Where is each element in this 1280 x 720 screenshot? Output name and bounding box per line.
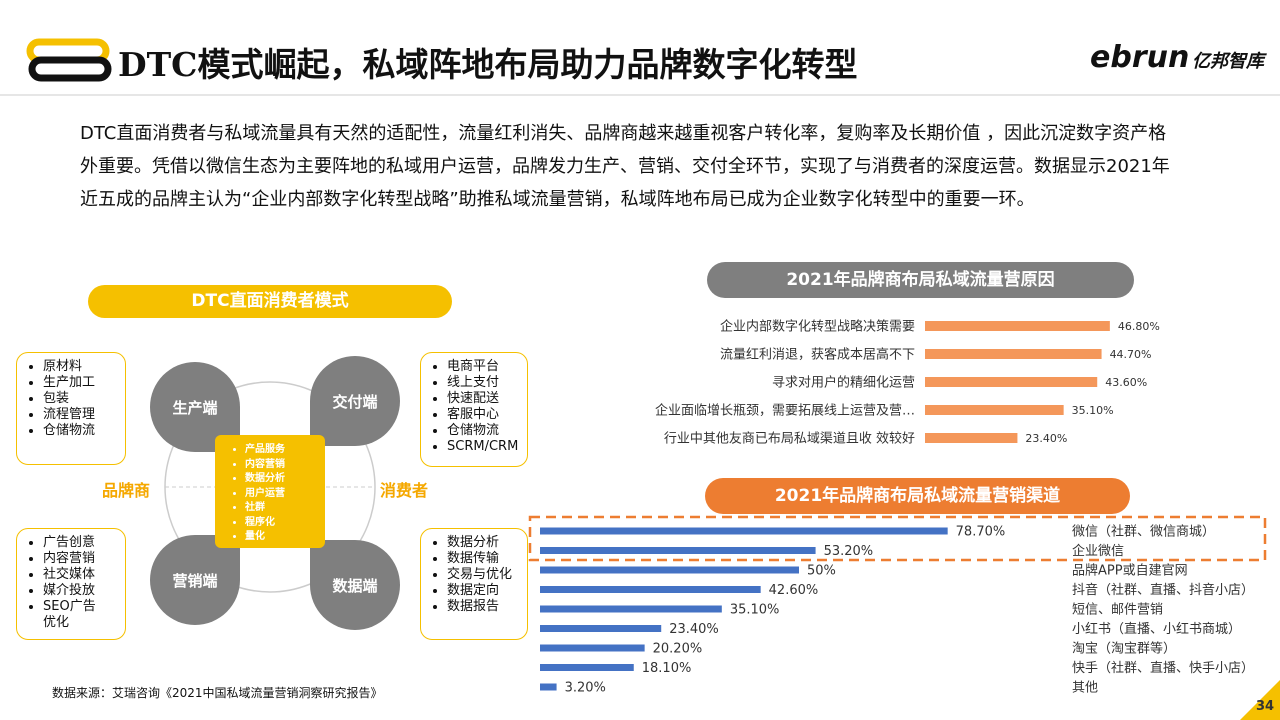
node-box: 广告创意内容营销社交媒体媒介投放SEO广告优化 <box>16 528 126 640</box>
category-label: 企业内部数字化转型战略决策需要 <box>720 319 915 335</box>
node-item: 交易与优化 <box>447 567 527 583</box>
value-label: 3.20% <box>565 681 606 696</box>
value-label: 35.10% <box>1072 404 1114 417</box>
bar <box>540 586 761 593</box>
value-label: 18.10% <box>642 661 692 676</box>
node-item: 内容营销 <box>43 551 101 567</box>
node: 数据端 <box>310 540 400 630</box>
diagram-title: DTC直面消费者模式 <box>88 285 452 318</box>
node-item: 数据报告 <box>447 599 527 615</box>
chart-title: 2021年品牌商布局私域流量营销渠道 <box>705 478 1130 514</box>
node-item: 媒介投放 <box>43 583 101 599</box>
logo-sub: 亿邦智库 <box>1192 51 1264 72</box>
center-item: 用户运营 <box>245 487 325 502</box>
node-list: 电商平台线上支付快速配送客服中心仓储物流SCRM/CRM <box>421 359 527 455</box>
bar <box>925 377 1098 387</box>
node-item: 客服中心 <box>447 407 527 423</box>
intro-line: 外重要。凭借以微信生态为主要阵地的私域用户运营，品牌发力生产、营销、交付全环节，… <box>80 156 1170 177</box>
center-item: 量化 <box>245 530 325 545</box>
value-label: 46.80% <box>1118 320 1160 333</box>
bar <box>540 644 645 652</box>
slide-title: DTC模式崛起，私域阵地布局助力品牌数字化转型 <box>118 45 858 84</box>
bar <box>540 547 816 554</box>
node-item: 仓储物流 <box>43 423 125 439</box>
bar <box>540 566 799 574</box>
category-label: 淘宝（淘宝群等） <box>1072 641 1176 657</box>
node-item: 线上支付 <box>447 375 527 391</box>
bar <box>925 405 1064 415</box>
value-label: 44.70% <box>1110 348 1152 361</box>
node-box: 原材料生产加工包装流程管理仓储物流 <box>16 352 126 465</box>
value-label: 23.40% <box>1025 432 1067 445</box>
category-label: 品牌APP或自建官网 <box>1072 563 1188 579</box>
node-item: 社交媒体 <box>43 567 101 583</box>
bar <box>540 527 948 535</box>
category-label: 微信（社群、微信商城） <box>1072 524 1215 540</box>
node-list: 数据分析数据传输交易与优化数据定向数据报告 <box>421 535 527 615</box>
value-label: 53.20% <box>824 544 874 559</box>
center-item: 程序化 <box>245 516 325 531</box>
page-number: 34 <box>1256 699 1275 714</box>
center-box: 产品服务内容营销数据分析用户运营社群程序化量化 <box>215 435 325 548</box>
value-label: 42.60% <box>769 583 819 598</box>
category-label: 短信、邮件营销 <box>1072 603 1163 618</box>
bar <box>540 605 722 613</box>
value-label: 43.60% <box>1105 376 1147 389</box>
category-label: 企业面临增长瓶颈，需要拓展线上运营及营… <box>655 403 915 419</box>
center-item: 产品服务 <box>245 443 325 458</box>
node-item: SCRM/CRM <box>447 439 527 455</box>
value-label: 35.10% <box>730 603 780 618</box>
value-label: 20.20% <box>653 642 703 657</box>
center-item: 内容营销 <box>245 458 325 473</box>
node-item: 电商平台 <box>447 359 527 375</box>
center-item: 数据分析 <box>245 472 325 487</box>
node-list: 原材料生产加工包装流程管理仓储物流 <box>17 359 125 439</box>
node-box: 电商平台线上支付快速配送客服中心仓储物流SCRM/CRM <box>420 352 528 467</box>
intro-line: DTC直面消费者与私域流量具有天然的适配性，流量红利消失、品牌商越来越重视客户转… <box>80 123 1167 144</box>
node-item: 数据定向 <box>447 583 527 599</box>
chart-title: 2021年品牌商布局私域流量营原因 <box>707 262 1134 298</box>
bar <box>925 321 1110 331</box>
node-item: 包装 <box>43 391 125 407</box>
node-item: 流程管理 <box>43 407 125 423</box>
center-list: 产品服务内容营销数据分析用户运营社群程序化量化 <box>215 443 325 545</box>
source: 数据来源：艾瑞咨询《2021中国私域流量营销洞察研究报告》 <box>52 686 383 700</box>
bar <box>925 433 1018 443</box>
node-item: 数据分析 <box>447 535 527 551</box>
node-item: SEO广告优化 <box>43 599 101 631</box>
side-label: 品牌商 <box>102 481 151 500</box>
category-label: 寻求对用户的精细化运营 <box>772 375 915 391</box>
node-item: 广告创意 <box>43 535 101 551</box>
node-item: 快速配送 <box>447 391 527 407</box>
category-label: 小红书（直播、小红书商城） <box>1072 621 1241 637</box>
category-label: 其他 <box>1072 681 1098 696</box>
value-label: 78.70% <box>956 525 1006 540</box>
node: 营销端 <box>150 535 240 625</box>
node-box: 数据分析数据传输交易与优化数据定向数据报告 <box>420 528 528 640</box>
node-item: 仓储物流 <box>447 423 527 439</box>
category-label: 抖音（社群、直播、抖音小店） <box>1072 582 1254 598</box>
category-label: 流量红利消退，获客成本居高不下 <box>720 347 915 363</box>
node: 交付端 <box>310 356 400 446</box>
bar <box>540 664 634 671</box>
value-label: 23.40% <box>669 622 719 637</box>
category-label: 快手（社群、直播、快手小店） <box>1072 660 1254 676</box>
node-list: 广告创意内容营销社交媒体媒介投放SEO广告优化 <box>17 535 101 631</box>
side-label: 消费者 <box>380 481 429 500</box>
logo: ebrun <box>1090 40 1190 75</box>
value-label: 50% <box>807 564 836 579</box>
category-label: 企业微信 <box>1072 543 1124 559</box>
bar <box>540 625 662 632</box>
intro-line: 近五成的品牌主认为“企业内部数字化转型战略”助推私域流量营销，私域阵地布局已成为… <box>80 189 1035 210</box>
category-label: 行业中其他友商已布局私域渠道且收 效较好 <box>664 431 915 447</box>
bar <box>540 683 557 691</box>
node-item: 生产加工 <box>43 375 125 391</box>
node-item: 数据传输 <box>447 551 527 567</box>
node-item: 原材料 <box>43 359 125 375</box>
center-item: 社群 <box>245 501 325 516</box>
bar <box>925 349 1102 359</box>
